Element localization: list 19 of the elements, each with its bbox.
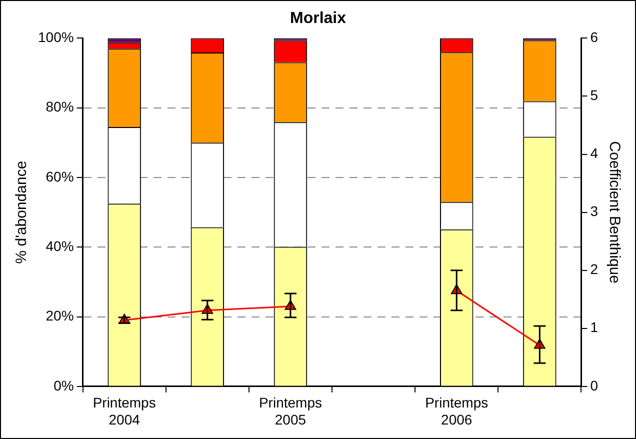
- y-tick-label: 40%: [46, 238, 74, 254]
- y-tick-label: 20%: [46, 308, 74, 324]
- y2-tick-label: 5: [590, 87, 598, 104]
- y2-axis-title: Coefficient Benthique: [606, 141, 623, 284]
- x-tick-label: Printemps 2006: [425, 394, 488, 428]
- y-tick-label: 60%: [46, 168, 74, 184]
- y2-tick-label: 3: [590, 203, 598, 220]
- y-tick-label: 0%: [54, 377, 74, 394]
- x-tick-label: Printemps 2005: [258, 394, 322, 428]
- y-axis-title: % d'abondance: [13, 160, 30, 264]
- y2-tick-label: 0: [590, 377, 598, 394]
- y2-tick-label: 4: [590, 145, 598, 162]
- y2-tick-label: 6: [590, 29, 598, 46]
- y2-tick-label: 2: [590, 261, 598, 278]
- y-tick-label: 80%: [46, 98, 74, 115]
- y-tick-label: 100%: [38, 29, 74, 46]
- y2-tick-label: 1: [590, 319, 598, 336]
- x-tick-label: Printemps 2004: [92, 394, 156, 428]
- chart-title: Morlaix: [290, 10, 346, 28]
